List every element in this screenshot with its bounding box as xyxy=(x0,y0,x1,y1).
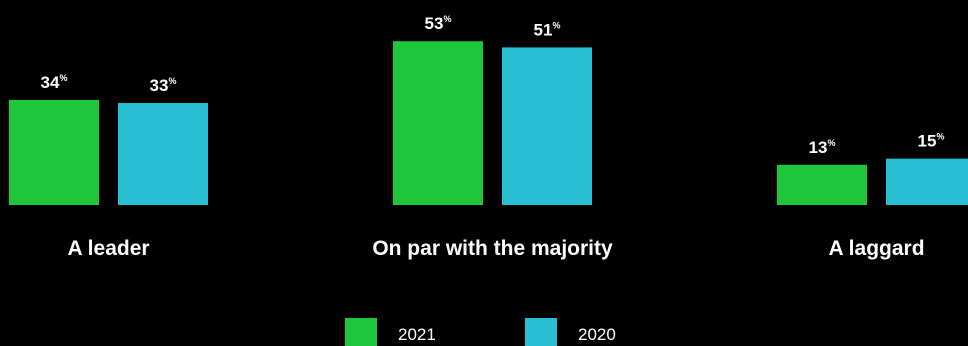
legend-label-2020: 2020 xyxy=(578,325,616,344)
value-label-a-leader-2021: 34% xyxy=(41,73,68,92)
value-label-a-laggard-2020: 15% xyxy=(918,132,945,151)
category-label-a-leader: A leader xyxy=(67,237,149,260)
bar-on-par-with-the-majority-2021 xyxy=(393,41,483,206)
value-label-on-par-with-the-majority-2021: 53% xyxy=(425,14,452,33)
legend-swatch-2021 xyxy=(345,318,377,346)
category-label-a-laggard: A laggard xyxy=(828,237,924,260)
bar-a-laggard-2021 xyxy=(777,164,867,205)
value-label-a-leader-2020: 33% xyxy=(150,76,177,95)
bar-a-laggard-2020 xyxy=(886,158,968,205)
legend: 2021 2020 xyxy=(345,318,616,346)
bar-on-par-with-the-majority-2020 xyxy=(502,47,592,205)
value-label-a-laggard-2021: 13% xyxy=(809,138,836,157)
bar-a-leader-2020 xyxy=(118,103,208,205)
category-label-on-par-with-the-majority: On par with the majority xyxy=(372,237,613,260)
bar-a-leader-2021 xyxy=(9,99,99,205)
value-labels-layer: 34% 33% 53% 51% 13% 15% xyxy=(41,14,945,157)
bars-layer xyxy=(9,41,968,206)
legend-label-2021: 2021 xyxy=(398,325,436,344)
category-labels-layer: A leader On par with the majority A laggar… xyxy=(67,237,924,260)
legend-swatch-2020 xyxy=(525,318,557,346)
value-label-on-par-with-the-majority-2020: 51% xyxy=(534,20,561,39)
